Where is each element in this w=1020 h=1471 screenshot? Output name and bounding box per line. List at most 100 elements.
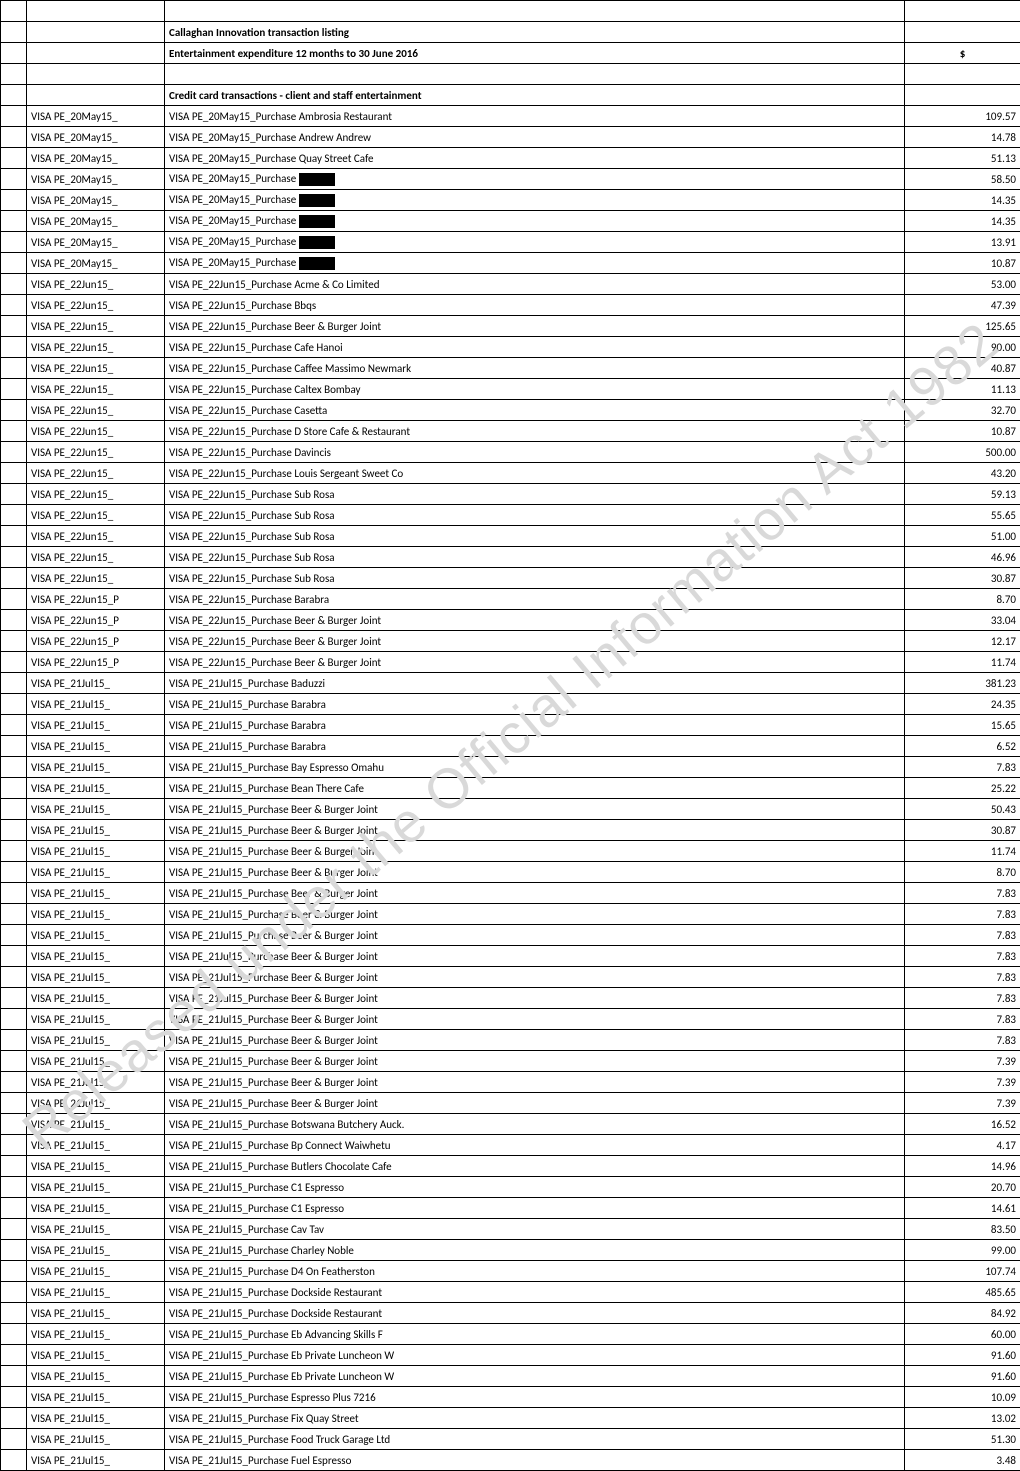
cell-amount: 10.09 <box>905 1387 1020 1408</box>
cell-amount: 7.83 <box>905 967 1020 988</box>
cell-desc: VISA PE_21Jul15_Purchase C1 Espresso <box>165 1198 905 1219</box>
cell-ref: VISA PE_22Jun15_P <box>27 652 165 673</box>
table-row: VISA PE_21Jul15_VISA PE_21Jul15_Purchase… <box>1 1051 1020 1072</box>
cell-amount: 91.60 <box>905 1366 1020 1387</box>
table-row: VISA PE_22Jun15_VISA PE_22Jun15_Purchase… <box>1 526 1020 547</box>
cell-amount: 15.65 <box>905 715 1020 736</box>
cell-desc: VISA PE_21Jul15_Purchase Dockside Restau… <box>165 1282 905 1303</box>
table-row: VISA PE_22Jun15_VISA PE_22Jun15_Purchase… <box>1 316 1020 337</box>
table-row: VISA PE_21Jul15_VISA PE_21Jul15_Purchase… <box>1 904 1020 925</box>
cell-amount: 7.83 <box>905 1030 1020 1051</box>
cell-blank <box>1 799 27 820</box>
cell-desc: VISA PE_20May15_Purchase Ambrosia Restau… <box>165 106 905 127</box>
cell-blank <box>1 442 27 463</box>
table-row: VISA PE_21Jul15_VISA PE_21Jul15_Purchase… <box>1 1450 1020 1471</box>
cell-ref: VISA PE_21Jul15_ <box>27 799 165 820</box>
table-row: VISA PE_21Jul15_VISA PE_21Jul15_Purchase… <box>1 925 1020 946</box>
table-row: VISA PE_21Jul15_VISA PE_21Jul15_Purchase… <box>1 1366 1020 1387</box>
cell-blank <box>1 211 27 232</box>
cell-amount: 109.57 <box>905 106 1020 127</box>
cell-desc: VISA PE_21Jul15_Purchase Bay Espresso Om… <box>165 757 905 778</box>
cell-ref: VISA PE_21Jul15_ <box>27 1450 165 1471</box>
cell-amount: 83.50 <box>905 1219 1020 1240</box>
cell-desc: VISA PE_21Jul15_Purchase Beer & Burger J… <box>165 1051 905 1072</box>
cell-desc: VISA PE_21Jul15_Purchase Baduzzi <box>165 673 905 694</box>
cell-desc: VISA PE_22Jun15_Purchase Cafe Hanoi <box>165 337 905 358</box>
cell-desc: VISA PE_21Jul15_Purchase Barabra <box>165 736 905 757</box>
cell-blank <box>1 1366 27 1387</box>
cell-ref: VISA PE_22Jun15_ <box>27 337 165 358</box>
cell-ref: VISA PE_21Jul15_ <box>27 778 165 799</box>
table-row: VISA PE_20May15_VISA PE_20May15_Purchase… <box>1 211 1020 232</box>
cell-amount: 32.70 <box>905 400 1020 421</box>
cell-desc: VISA PE_22Jun15_Purchase Beer & Burger J… <box>165 652 905 673</box>
table-row: VISA PE_21Jul15_VISA PE_21Jul15_Purchase… <box>1 673 1020 694</box>
cell-ref: VISA PE_22Jun15_ <box>27 442 165 463</box>
cell-ref: VISA PE_21Jul15_ <box>27 694 165 715</box>
cell-ref: VISA PE_21Jul15_ <box>27 904 165 925</box>
cell-amount: 11.74 <box>905 652 1020 673</box>
table-row: VISA PE_22Jun15_VISA PE_22Jun15_Purchase… <box>1 442 1020 463</box>
cell-ref: VISA PE_21Jul15_ <box>27 1324 165 1345</box>
cell-desc: VISA PE_20May15_Purchase Andrew Andrew <box>165 127 905 148</box>
cell-blank <box>1 841 27 862</box>
table-row: VISA PE_21Jul15_VISA PE_21Jul15_Purchase… <box>1 736 1020 757</box>
cell-blank <box>1 967 27 988</box>
cell-amount: 43.20 <box>905 463 1020 484</box>
cell-blank <box>1 337 27 358</box>
table-row: VISA PE_21Jul15_VISA PE_21Jul15_Purchase… <box>1 841 1020 862</box>
cell-amount: 8.70 <box>905 862 1020 883</box>
table-row: VISA PE_21Jul15_VISA PE_21Jul15_Purchase… <box>1 1114 1020 1135</box>
cell-amount: 7.39 <box>905 1072 1020 1093</box>
cell-desc: VISA PE_21Jul15_Purchase C1 Espresso <box>165 1177 905 1198</box>
cell-ref: VISA PE_21Jul15_ <box>27 988 165 1009</box>
cell-desc: VISA PE_22Jun15_Purchase Casetta <box>165 400 905 421</box>
cell-blank <box>1 820 27 841</box>
table-row: VISA PE_21Jul15_VISA PE_21Jul15_Purchase… <box>1 715 1020 736</box>
table-row: VISA PE_21Jul15_VISA PE_21Jul15_Purchase… <box>1 694 1020 715</box>
cell-blank <box>1 1093 27 1114</box>
cell-blank <box>1 1219 27 1240</box>
cell-ref: VISA PE_21Jul15_ <box>27 841 165 862</box>
table-row: VISA PE_20May15_VISA PE_20May15_Purchase… <box>1 190 1020 211</box>
cell-desc: VISA PE_22Jun15_Purchase Caltex Bombay <box>165 379 905 400</box>
cell-desc: VISA PE_21Jul15_Purchase Beer & Burger J… <box>165 1009 905 1030</box>
cell-amount: 500.00 <box>905 442 1020 463</box>
cell-blank <box>1 1135 27 1156</box>
cell-desc: VISA PE_22Jun15_Purchase D Store Cafe & … <box>165 421 905 442</box>
cell-desc: VISA PE_21Jul15_Purchase Butlers Chocola… <box>165 1156 905 1177</box>
cell-ref: VISA PE_22Jun15_P <box>27 610 165 631</box>
cell-ref: VISA PE_21Jul15_ <box>27 1072 165 1093</box>
cell-amount: 7.39 <box>905 1051 1020 1072</box>
cell-ref: VISA PE_21Jul15_ <box>27 1135 165 1156</box>
cell-desc: VISA PE_22Jun15_Purchase Sub Rosa <box>165 526 905 547</box>
table-row: VISA PE_20May15_VISA PE_20May15_Purchase… <box>1 106 1020 127</box>
cell-ref: VISA PE_21Jul15_ <box>27 1282 165 1303</box>
cell-amount: 7.39 <box>905 1093 1020 1114</box>
table-row: VISA PE_21Jul15_VISA PE_21Jul15_Purchase… <box>1 1156 1020 1177</box>
cell-desc: VISA PE_21Jul15_Purchase Beer & Burger J… <box>165 1030 905 1051</box>
cell-blank <box>1 547 27 568</box>
cell-blank <box>1 1345 27 1366</box>
table-row: VISA PE_21Jul15_VISA PE_21Jul15_Purchase… <box>1 1135 1020 1156</box>
table-row: VISA PE_21Jul15_VISA PE_21Jul15_Purchase… <box>1 757 1020 778</box>
cell-blank <box>1 946 27 967</box>
cell-amount: 59.13 <box>905 484 1020 505</box>
table-row: VISA PE_22Jun15_VISA PE_22Jun15_Purchase… <box>1 379 1020 400</box>
redaction-block <box>299 257 335 270</box>
cell-desc: VISA PE_22Jun15_Purchase Barabra <box>165 589 905 610</box>
table-row: VISA PE_21Jul15_VISA PE_21Jul15_Purchase… <box>1 778 1020 799</box>
cell-amount: 14.35 <box>905 190 1020 211</box>
table-row: VISA PE_22Jun15_PVISA PE_22Jun15_Purchas… <box>1 610 1020 631</box>
cell-amount: 91.60 <box>905 1345 1020 1366</box>
cell-desc: VISA PE_21Jul15_Purchase Cav Tav <box>165 1219 905 1240</box>
cell-desc: VISA PE_21Jul15_Purchase Beer & Burger J… <box>165 904 905 925</box>
cell-amount: 10.87 <box>905 421 1020 442</box>
table-row: VISA PE_22Jun15_VISA PE_22Jun15_Purchase… <box>1 505 1020 526</box>
table-row: VISA PE_20May15_VISA PE_20May15_Purchase… <box>1 127 1020 148</box>
cell-desc: VISA PE_21Jul15_Purchase Fix Quay Street <box>165 1408 905 1429</box>
cell-amount: 53.00 <box>905 274 1020 295</box>
cell-desc: VISA PE_21Jul15_Purchase Beer & Burger J… <box>165 925 905 946</box>
cell-amount: 8.70 <box>905 589 1020 610</box>
table-row: VISA PE_22Jun15_VISA PE_22Jun15_Purchase… <box>1 421 1020 442</box>
